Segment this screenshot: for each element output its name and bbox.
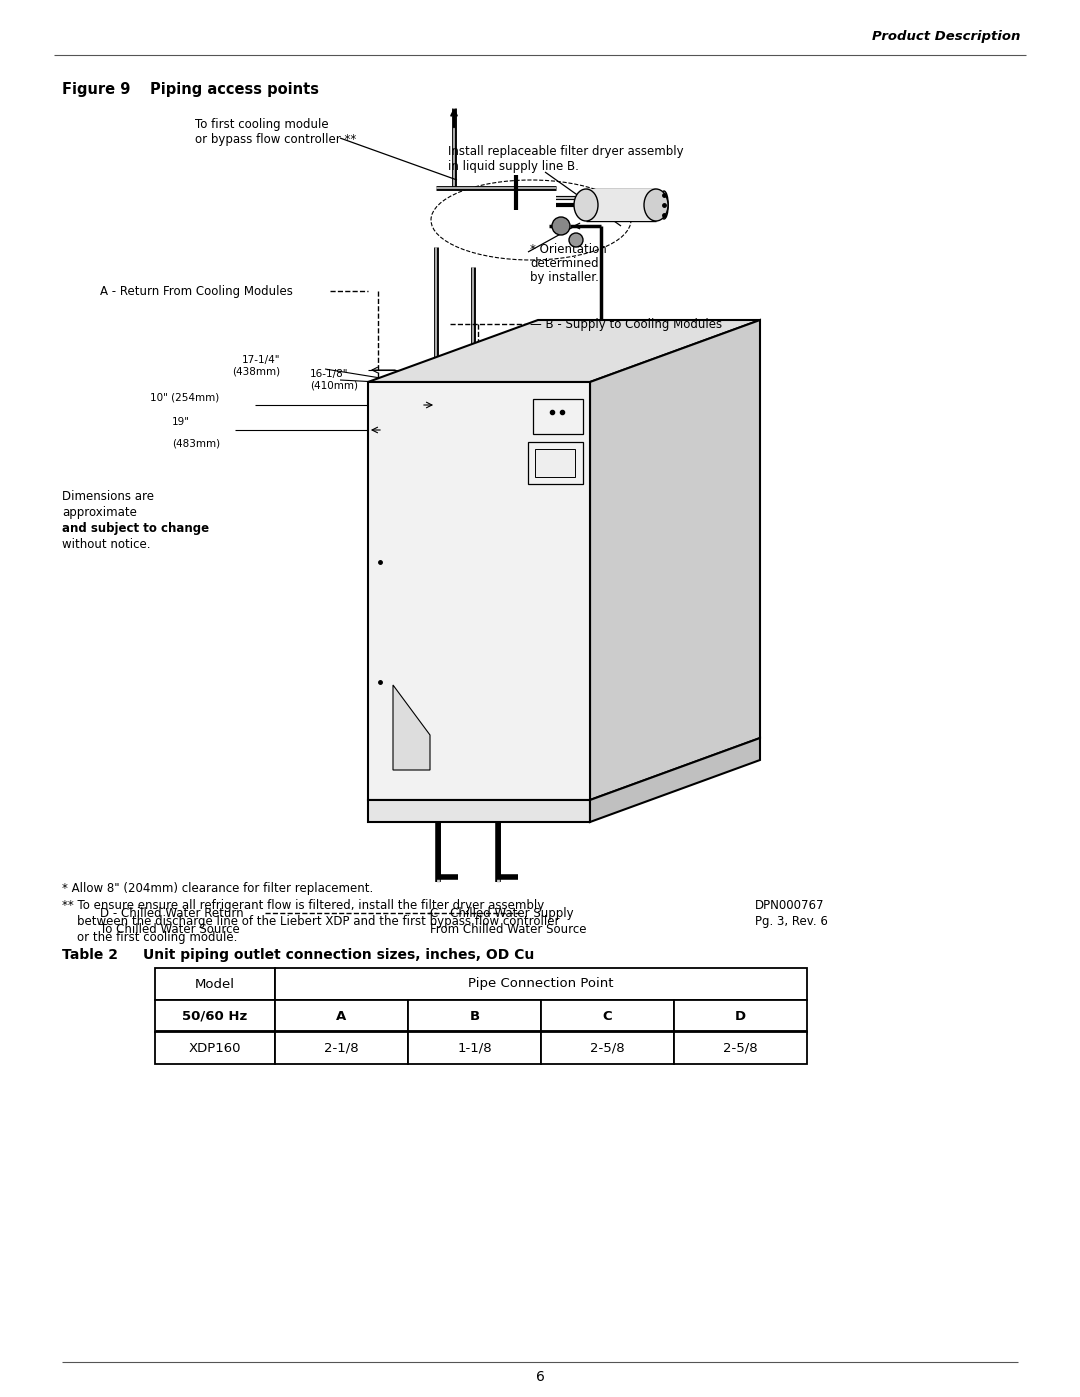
Text: * Orientation: * Orientation	[530, 243, 607, 256]
Text: determined: determined	[530, 257, 598, 270]
Text: 10" (254mm): 10" (254mm)	[150, 393, 219, 402]
Bar	[674, 1032, 807, 1065]
Text: 16-1/8": 16-1/8"	[310, 369, 349, 379]
Polygon shape	[393, 685, 430, 770]
Bar	[275, 968, 807, 1000]
Bar	[408, 1000, 541, 1032]
Text: To first cooling module
or bypass flow controller **: To first cooling module or bypass flow c…	[195, 117, 356, 147]
Bar	[156, 1032, 275, 1065]
Text: A - Return From Cooling Modules: A - Return From Cooling Modules	[100, 285, 293, 298]
Text: 2-1/8: 2-1/8	[324, 1042, 359, 1055]
Bar	[156, 968, 275, 1000]
Text: From Chilled Water Source: From Chilled Water Source	[430, 923, 586, 936]
Text: 19": 19"	[172, 416, 190, 427]
Text: Piping access points: Piping access points	[150, 82, 319, 96]
Text: — B - Supply to Cooling Modules: — B - Supply to Cooling Modules	[530, 319, 723, 331]
Polygon shape	[368, 320, 760, 381]
Text: in liquid supply line B.: in liquid supply line B.	[448, 161, 579, 173]
Text: ** To ensure ensure all refrigerant flow is filtered, install the filter dryer a: ** To ensure ensure all refrigerant flow…	[62, 900, 544, 912]
Text: D: D	[734, 1010, 746, 1023]
Text: 1-1/8: 1-1/8	[457, 1042, 491, 1055]
Bar	[534, 400, 583, 434]
Polygon shape	[590, 320, 760, 800]
Text: Unit piping outlet connection sizes, inches, OD Cu: Unit piping outlet connection sizes, inc…	[143, 949, 535, 963]
Text: and subject to change: and subject to change	[62, 522, 210, 535]
Bar	[586, 189, 656, 221]
Text: DPN000767: DPN000767	[755, 900, 824, 912]
Polygon shape	[368, 381, 590, 800]
Text: To Chilled Water Source: To Chilled Water Source	[100, 923, 240, 936]
Text: (410mm): (410mm)	[310, 380, 357, 390]
Text: Model: Model	[195, 978, 235, 990]
Bar	[528, 441, 583, 483]
Bar	[535, 448, 575, 476]
Bar	[541, 1032, 674, 1065]
Text: * Allow 8" (204mm) clearance for filter replacement.: * Allow 8" (204mm) clearance for filter …	[62, 882, 374, 895]
Polygon shape	[590, 738, 760, 821]
Text: C: C	[603, 1010, 612, 1023]
Text: or the first cooling module.: or the first cooling module.	[62, 930, 238, 944]
Text: Table 2: Table 2	[62, 949, 118, 963]
Text: without notice.: without notice.	[62, 538, 150, 550]
Text: Dimensions are: Dimensions are	[62, 490, 154, 503]
Text: XDP160: XDP160	[189, 1042, 241, 1055]
Ellipse shape	[660, 191, 669, 219]
Text: 2-5/8: 2-5/8	[590, 1042, 625, 1055]
Bar	[275, 1032, 408, 1065]
Text: Pg. 3, Rev. 6: Pg. 3, Rev. 6	[755, 915, 828, 928]
Text: (483mm): (483mm)	[172, 439, 220, 448]
Bar	[674, 1000, 807, 1032]
Text: A: A	[336, 1010, 347, 1023]
Text: Install replaceable filter dryer assembly: Install replaceable filter dryer assembl…	[448, 145, 684, 158]
Bar	[388, 655, 570, 795]
Polygon shape	[368, 800, 590, 821]
Text: Pipe Connection Point: Pipe Connection Point	[469, 978, 613, 990]
Bar	[275, 1000, 408, 1032]
Bar	[408, 1032, 541, 1065]
Bar	[541, 1000, 674, 1032]
Ellipse shape	[644, 189, 669, 221]
Text: (438mm): (438mm)	[232, 366, 280, 376]
Bar	[156, 1000, 275, 1032]
Ellipse shape	[573, 189, 598, 221]
Text: between the discharge line of the Liebert XDP and the first bypass flow controll: between the discharge line of the Lieber…	[62, 915, 559, 928]
Circle shape	[552, 217, 570, 235]
Text: B: B	[470, 1010, 480, 1023]
Text: 50/60 Hz: 50/60 Hz	[183, 1010, 247, 1023]
Text: by installer.: by installer.	[530, 271, 599, 284]
Circle shape	[569, 233, 583, 247]
Text: D - Chilled Water Return: D - Chilled Water Return	[100, 907, 244, 921]
Text: Figure 9: Figure 9	[62, 82, 131, 96]
Text: 2-5/8: 2-5/8	[724, 1042, 758, 1055]
Text: 6: 6	[536, 1370, 544, 1384]
Text: 17-1/4": 17-1/4"	[242, 355, 280, 365]
Text: C - Chilled Water Supply: C - Chilled Water Supply	[430, 907, 573, 921]
Text: approximate: approximate	[62, 506, 137, 520]
Text: Product Description: Product Description	[872, 29, 1020, 43]
